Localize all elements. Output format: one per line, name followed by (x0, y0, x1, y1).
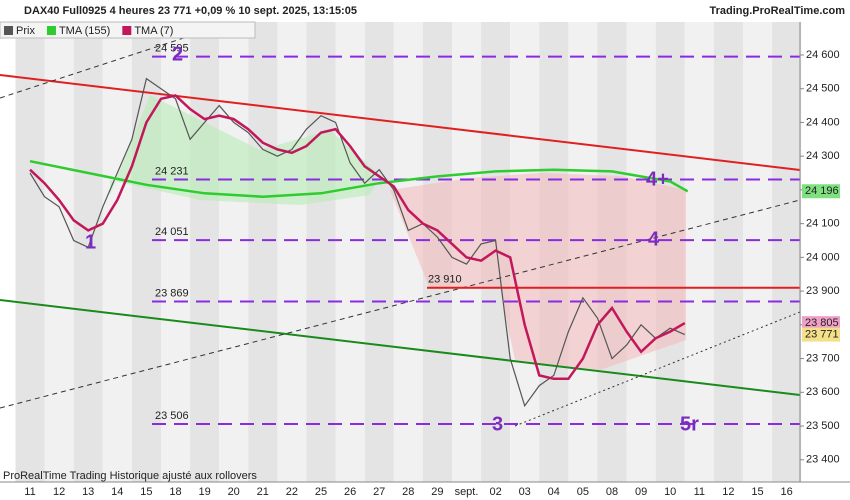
legend-swatch (122, 26, 132, 35)
y-tick-label: 23 600 (806, 386, 840, 398)
x-tick-label: 26 (344, 486, 356, 498)
x-tick-label: 29 (431, 486, 443, 498)
day-band (248, 22, 278, 482)
level-label: 24 051 (155, 226, 189, 238)
day-band (684, 22, 714, 482)
day-band (713, 22, 743, 482)
x-tick-label: 18 (169, 486, 181, 498)
day-band (73, 22, 103, 482)
y-tick-label: 24 600 (806, 49, 840, 61)
price-tag-label: 23 805 (805, 317, 839, 329)
source: Trading.ProRealTime.com (709, 5, 845, 17)
legend-label: TMA (7) (134, 25, 173, 37)
legend-swatch (46, 26, 56, 35)
trendline-green (0, 299, 801, 396)
x-tick-label: 27 (373, 486, 385, 498)
day-band (306, 22, 336, 482)
day-band (335, 22, 365, 482)
level-label: 24 595 (155, 43, 189, 55)
day-band (772, 22, 802, 482)
day-band (364, 22, 394, 482)
footer: ProRealTime Trading Historique ajusté au… (3, 470, 257, 482)
day-band (277, 22, 307, 482)
x-tick-label: 22 (286, 486, 298, 498)
annotation: 4+ (646, 168, 669, 190)
annotation: 4 (648, 228, 660, 250)
plot: 24 595 24 231 24 051 23 869 23 506 23 910 1 2 3 4… (29, 43, 800, 435)
x-tick-label: 09 (635, 486, 647, 498)
legend-label: TMA (155) (59, 25, 110, 37)
series-line (29, 77, 686, 408)
legend-label: Prix (16, 25, 35, 37)
x-tick-label: 14 (111, 486, 123, 498)
annotation: 2 (172, 43, 183, 65)
y-tick-label: 24 300 (806, 150, 840, 162)
x-tick-label: 03 (519, 486, 531, 498)
x-tick-label: 15 (140, 486, 152, 498)
y-tick-label: 23 700 (806, 352, 840, 364)
bull-zone (110, 95, 380, 205)
x-tick-label: 19 (198, 486, 210, 498)
x-tick-label: 21 (257, 486, 269, 498)
day-band (102, 22, 132, 482)
y-tick-label: 24 000 (806, 251, 840, 263)
day-band (190, 22, 220, 482)
price-tag (802, 184, 840, 199)
x-tick-label: 16 (780, 486, 792, 498)
price-tag (802, 316, 840, 331)
y-tick-label: 24 100 (806, 218, 840, 230)
series-line (29, 94, 686, 381)
x-tick-label: sept. (455, 486, 479, 498)
x-tick-label: 15 (751, 486, 763, 498)
level-label: 24 231 (155, 165, 189, 177)
day-band (219, 22, 249, 482)
x-tick-label: 28 (402, 486, 414, 498)
day-band (44, 22, 74, 482)
level-label: 23 869 (155, 287, 189, 299)
y-tick-label: 24 500 (806, 83, 840, 95)
series-line (29, 159, 689, 198)
dashed-line (514, 311, 801, 427)
legend-swatch (4, 26, 13, 35)
price-tag (802, 327, 840, 342)
chart-title: DAX40 Full0925 4 heures 23 771 +0,09 % 1… (24, 5, 357, 17)
resistance-label: 23 910 (428, 274, 462, 286)
price-tag-label: 23 771 (805, 329, 839, 341)
day-band (15, 22, 45, 482)
annotation: 3 (492, 413, 503, 435)
x-tick-label: 25 (315, 486, 327, 498)
x-tick-label: 08 (606, 486, 618, 498)
x-tick-label: 04 (548, 486, 560, 498)
y-tick-label: 24 400 (806, 116, 840, 128)
x-tick-label: 02 (489, 486, 501, 498)
level-label: 23 506 (155, 410, 189, 422)
header (0, 0, 850, 22)
x-tick-label: 20 (228, 486, 240, 498)
x-tick-label: 12 (722, 486, 734, 498)
x-tick-label: 11 (24, 486, 35, 498)
y-tick-label: 23 500 (806, 420, 840, 432)
x-tick-label: 11 (694, 486, 705, 498)
day-band (743, 22, 773, 482)
legend: Prix TMA (155) TMA (7) (0, 21, 256, 39)
y-tick-label: 23 400 (806, 454, 840, 466)
y-tick-label: 23 900 (806, 285, 840, 297)
price-tag-label: 24 196 (805, 185, 839, 197)
bear-zone (390, 173, 686, 289)
x-tick-label: 12 (53, 486, 65, 498)
dashed-line (0, 199, 801, 409)
annotation: 1 (85, 231, 96, 253)
annotation: 5r (680, 413, 699, 435)
x-tick-label: 05 (577, 486, 589, 498)
x-tick-label: 10 (664, 486, 676, 498)
day-bands (15, 22, 802, 482)
trendline-red (0, 74, 801, 171)
x-tick-label: 13 (82, 486, 94, 498)
